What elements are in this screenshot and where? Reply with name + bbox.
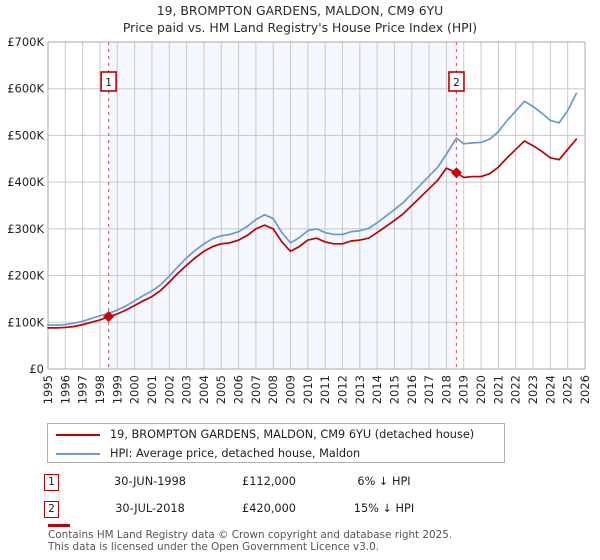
x-axis-tick-label: 1995 [41, 375, 55, 404]
x-axis-tick-label: 2012 [335, 375, 349, 404]
x-axis-tick-label: 1998 [93, 375, 107, 404]
highlight-span [108, 42, 457, 369]
transaction-date-1: 30-JUN-1998 [114, 475, 186, 488]
annotation-badge-label-1: 1 [105, 77, 112, 89]
footer-divider [48, 524, 70, 527]
x-axis-tick-label: 2000 [128, 375, 142, 404]
x-axis-tick-label: 2023 [526, 375, 540, 404]
x-axis-tick-label: 2013 [353, 375, 367, 404]
y-axis-tick-label: £600K [7, 82, 44, 96]
annotation-badge-label-2: 2 [453, 77, 460, 89]
x-axis-tick-label: 2026 [578, 375, 592, 404]
x-axis-tick-label: 2011 [318, 375, 332, 404]
x-axis-tick-label: 2006 [232, 375, 246, 404]
plot-area: £0 £100K £200K £300K £400K £500K £600K £700K 199… [7, 35, 592, 404]
x-axis-tick-label: 2016 [405, 375, 419, 404]
data-point-marker-1 [103, 311, 115, 323]
chart-legend: 19, BROMPTON GARDENS, MALDON, CM9 6YU (d… [47, 423, 505, 463]
legend-swatch-hpi [56, 452, 100, 455]
title-line-2: Price paid vs. HM Land Registry's House … [122, 20, 478, 35]
x-axis-tick-label: 2015 [387, 375, 401, 404]
transaction-price-2: £420,000 [242, 502, 296, 515]
x-axis-tick-label: 2017 [422, 375, 436, 404]
y-axis-tick-label: £100K [7, 315, 44, 329]
x-axis-tick-label: 2003 [180, 375, 194, 404]
x-axis-tick-label: 2021 [491, 375, 505, 404]
page-title: 19, BROMPTON GARDENS, MALDON, CM9 6YU Pr… [0, 2, 600, 36]
transaction-date-2: 30-JUL-2018 [115, 502, 185, 515]
series-line-hpi [47, 92, 578, 326]
legend-label-property: 19, BROMPTON GARDENS, MALDON, CM9 6YU (d… [110, 428, 475, 441]
y-axis-tick-label: £500K [7, 128, 44, 142]
x-axis-tick-label: 2007 [249, 375, 263, 404]
legend-item-property: 19, BROMPTON GARDENS, MALDON, CM9 6YU (d… [48, 425, 504, 444]
x-axis-tick-label: 2019 [457, 375, 471, 404]
x-axis-tick-label: 2009 [284, 375, 298, 404]
x-axis-tick-label: 1996 [58, 375, 72, 404]
x-axis-tick-label: 2001 [145, 375, 159, 404]
legend-label-hpi: HPI: Average price, detached house, Mald… [110, 447, 361, 460]
legend-item-hpi: HPI: Average price, detached house, Mald… [48, 444, 504, 463]
x-axis-tick-label: 1997 [76, 375, 90, 404]
x-axis-tick-label: 2014 [370, 375, 384, 404]
y-axis-tick-label: £200K [7, 269, 44, 283]
x-axis-tick-label: 2002 [162, 375, 176, 404]
y-axis-tick-label: £700K [7, 35, 44, 49]
table-row: 1 30-JUN-1998 £112,000 6% ↓ HPI [44, 472, 564, 499]
transaction-hpi-delta-2: 15% ↓ HPI [353, 502, 415, 515]
footer-line-2: This data is licensed under the Open Gov… [48, 541, 380, 554]
title-line-1: 19, BROMPTON GARDENS, MALDON, CM9 6YU [156, 3, 444, 18]
transaction-badge-1: 1 [44, 474, 59, 491]
transaction-list: 1 30-JUN-1998 £112,000 6% ↓ HPI 2 30-JUL… [44, 472, 564, 526]
legend-swatch-property [56, 433, 100, 436]
x-axis-tick-label: 1999 [110, 375, 124, 404]
x-axis-tick-label: 2008 [266, 375, 280, 404]
transaction-hpi-delta-1: 6% ↓ HPI [357, 475, 411, 488]
y-axis-tick-label: £400K [7, 175, 44, 189]
transaction-badge-2: 2 [44, 501, 59, 518]
x-axis-tick-label: 2010 [301, 375, 315, 404]
x-axis-tick-label: 2005 [214, 375, 228, 404]
y-axis-tick-label: £0 [29, 362, 44, 376]
chart-svg: £0 £100K £200K £300K £400K £500K £600K £700K 199… [7, 35, 592, 404]
table-row: 2 30-JUL-2018 £420,000 15% ↓ HPI [44, 499, 564, 526]
footer-line-1: Contains HM Land Registry data © Crown c… [48, 529, 453, 541]
series-line-property [47, 138, 578, 329]
x-axis-tick-label: 2004 [197, 375, 211, 404]
x-axis-tick-label: 2020 [474, 375, 488, 404]
footer-attribution: Contains HM Land Registry data © Crown c… [48, 529, 588, 554]
annotation-badge-1 [100, 71, 117, 92]
x-axis-tick-label: 2018 [439, 375, 453, 404]
x-axis-tick-label: 2022 [509, 375, 523, 404]
data-point-marker-2 [450, 167, 462, 179]
x-axis-tick-label: 2024 [543, 375, 557, 404]
annotation-badge-2 [448, 71, 465, 92]
transaction-price-1: £112,000 [242, 475, 296, 488]
y-axis-tick-label: £300K [7, 222, 44, 236]
x-axis-tick-label: 2025 [561, 375, 575, 404]
